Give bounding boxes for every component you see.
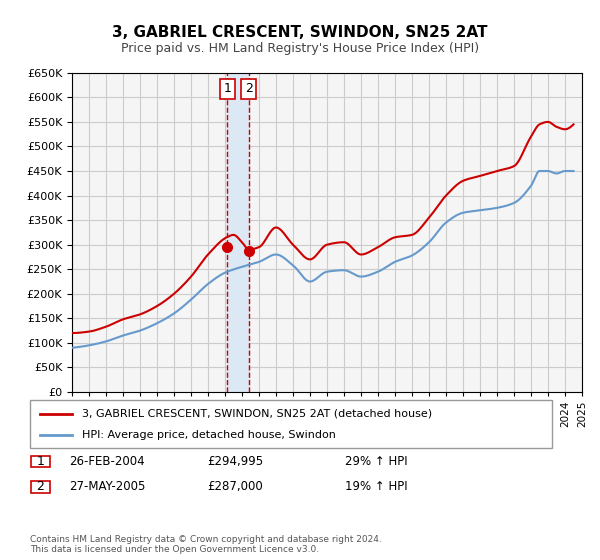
Text: Price paid vs. HM Land Registry's House Price Index (HPI): Price paid vs. HM Land Registry's House … [121,42,479,55]
Text: 3, GABRIEL CRESCENT, SWINDON, SN25 2AT (detached house): 3, GABRIEL CRESCENT, SWINDON, SN25 2AT (… [82,409,433,419]
Text: 29% ↑ HPI: 29% ↑ HPI [345,455,407,468]
Bar [227,73,248,392]
Text: 26-FEB-2004: 26-FEB-2004 [69,455,145,468]
Text: 27-MAY-2005: 27-MAY-2005 [69,480,145,493]
Text: 1: 1 [223,82,231,95]
Text: £287,000: £287,000 [207,480,263,493]
Text: 1: 1 [37,455,44,468]
FancyBboxPatch shape [31,456,50,467]
Text: 2: 2 [245,82,253,95]
Text: £294,995: £294,995 [207,455,263,468]
FancyBboxPatch shape [30,400,552,448]
Text: 3, GABRIEL CRESCENT, SWINDON, SN25 2AT: 3, GABRIEL CRESCENT, SWINDON, SN25 2AT [112,25,488,40]
Text: 19% ↑ HPI: 19% ↑ HPI [345,480,407,493]
Text: Contains HM Land Registry data © Crown copyright and database right 2024.
This d: Contains HM Land Registry data © Crown c… [30,535,382,554]
FancyBboxPatch shape [31,481,50,493]
Text: 2: 2 [37,480,44,493]
Text: HPI: Average price, detached house, Swindon: HPI: Average price, detached house, Swin… [82,430,336,440]
